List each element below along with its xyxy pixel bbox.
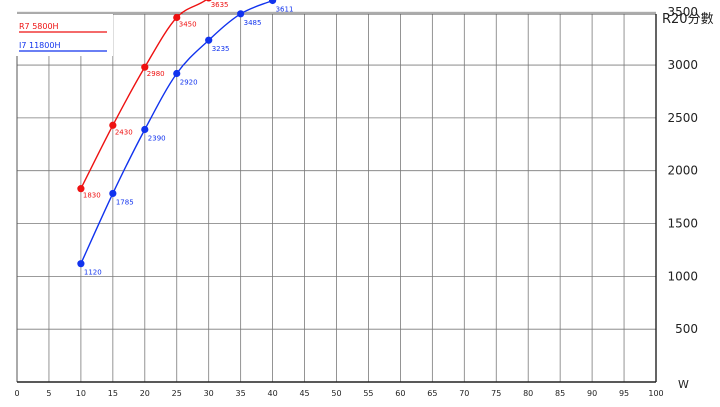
- series-line-i7: [80, 0, 276, 264]
- x-tick-label: 25: [172, 389, 182, 398]
- x-tick-label: 35: [236, 389, 246, 398]
- x-tick-label: 85: [555, 389, 565, 398]
- data-point-i7: [205, 36, 213, 44]
- x-axis-title: W: [678, 378, 689, 391]
- y-tick-label: 500: [675, 322, 698, 336]
- data-point-r7: [205, 0, 212, 2]
- data-label-r7: 1830: [83, 192, 101, 200]
- data-label-i7: 2390: [148, 134, 166, 142]
- legend-label-i7: I7 11800H: [19, 41, 60, 50]
- y-tick-label: 2500: [667, 111, 698, 125]
- x-tick-label: 80: [523, 389, 533, 398]
- data-label-r7: 3635: [211, 1, 229, 9]
- data-point-r7: [109, 121, 117, 129]
- x-tick-label: 15: [108, 389, 118, 398]
- x-tick-label: 75: [491, 389, 501, 398]
- x-tick-label: 40: [268, 389, 278, 398]
- data-label-i7: 2920: [180, 79, 198, 87]
- x-tick-label: 5: [46, 389, 51, 398]
- data-label-i7: 3725: [308, 0, 326, 1]
- x-tick-label: 10: [76, 389, 86, 398]
- legend-label-r7: R7 5800H: [19, 22, 59, 31]
- data-label-r7: 2980: [147, 70, 165, 78]
- x-tick-label: 30: [204, 389, 214, 398]
- x-tick-label: 90: [587, 389, 597, 398]
- data-point-i7: [269, 0, 277, 5]
- data-point-i7: [237, 10, 245, 18]
- x-tick-label: 60: [395, 389, 405, 398]
- legend-box: [13, 14, 113, 56]
- data-point-r7: [173, 13, 181, 22]
- y-tick-label: 3500: [667, 5, 698, 19]
- x-tick-label: 55: [363, 389, 373, 398]
- y-tick-label: 1000: [667, 269, 698, 283]
- data-label-i7: 3485: [244, 19, 262, 27]
- series-points: [77, 0, 277, 268]
- data-label-r7: 3450: [179, 21, 197, 29]
- data-labels: 1830243029803450363539604170431044904675…: [83, 0, 326, 277]
- series-lines: [80, 0, 276, 264]
- y-tick-label: 2000: [667, 164, 698, 178]
- x-tick-label: 20: [140, 389, 150, 398]
- data-label-i7: 3611: [276, 5, 294, 13]
- data-label-i7: 3235: [212, 45, 230, 53]
- data-point-i7: [109, 189, 117, 198]
- legend: R7 5800H I7 11800H: [13, 14, 113, 56]
- data-point-r7: [77, 185, 85, 193]
- axes: 0 5 10 15 20 25 30 35 40 45 50 55 60 65 70 75 80 85 90 95 10…: [14, 5, 698, 398]
- data-point-r7: [141, 63, 149, 71]
- y-tick-label: 3000: [667, 58, 698, 72]
- y-tick-label: 1500: [667, 217, 698, 231]
- data-label-i7: 1120: [84, 269, 102, 277]
- data-point-i7: [173, 69, 181, 78]
- x-tick-label: 50: [331, 389, 341, 398]
- x-tick-label: 45: [299, 389, 309, 398]
- data-label-r7: 2430: [115, 128, 133, 136]
- x-tick-label: 65: [427, 389, 437, 398]
- data-point-i7: [141, 125, 149, 134]
- x-tick-label: 100: [648, 389, 663, 398]
- x-tick-label: 70: [459, 389, 469, 398]
- series-line-r7: [80, 0, 208, 189]
- x-tick-label: 95: [619, 389, 629, 398]
- data-label-i7: 1785: [116, 198, 134, 206]
- data-point-i7: [77, 260, 85, 268]
- x-tick-label: 0: [14, 389, 19, 398]
- y-axis-title: R20分數: [662, 12, 714, 27]
